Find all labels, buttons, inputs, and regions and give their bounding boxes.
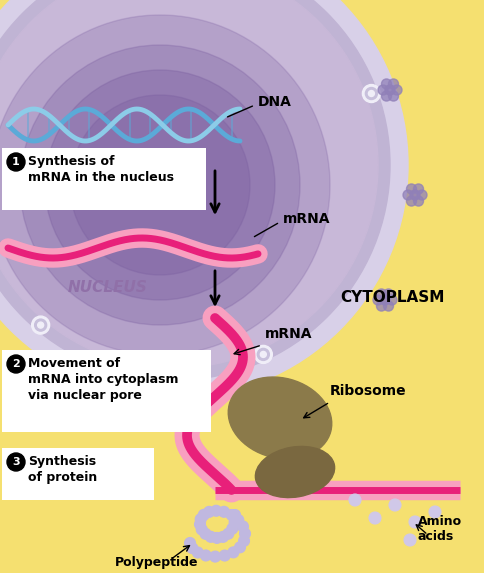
- Circle shape: [413, 196, 424, 206]
- Circle shape: [227, 523, 238, 534]
- Circle shape: [238, 521, 248, 532]
- Circle shape: [369, 512, 381, 524]
- Circle shape: [233, 515, 244, 525]
- Text: Ribosome: Ribosome: [330, 384, 407, 398]
- Text: 3: 3: [12, 457, 20, 467]
- Circle shape: [377, 289, 387, 299]
- Circle shape: [229, 517, 240, 528]
- Circle shape: [184, 537, 196, 548]
- Text: CYTOPLASM: CYTOPLASM: [340, 290, 444, 305]
- Circle shape: [260, 351, 266, 358]
- FancyBboxPatch shape: [2, 350, 211, 432]
- Ellipse shape: [256, 446, 334, 497]
- Text: 1: 1: [12, 157, 20, 167]
- Circle shape: [7, 153, 25, 171]
- Text: Synthesis
of protein: Synthesis of protein: [28, 455, 97, 484]
- Circle shape: [200, 528, 211, 539]
- Circle shape: [195, 514, 206, 525]
- Text: NUCLEUS: NUCLEUS: [68, 280, 148, 295]
- Circle shape: [226, 509, 237, 520]
- Circle shape: [228, 547, 239, 558]
- Circle shape: [219, 550, 230, 561]
- Circle shape: [45, 70, 275, 300]
- Circle shape: [365, 88, 378, 100]
- Circle shape: [389, 499, 401, 511]
- Circle shape: [31, 316, 50, 334]
- Circle shape: [407, 184, 417, 194]
- Circle shape: [409, 516, 421, 528]
- Circle shape: [196, 524, 207, 535]
- Circle shape: [392, 85, 402, 95]
- Circle shape: [133, 365, 145, 377]
- Circle shape: [429, 506, 441, 518]
- Circle shape: [0, 15, 330, 355]
- Circle shape: [212, 532, 223, 543]
- Text: DNA: DNA: [258, 95, 292, 109]
- Circle shape: [404, 534, 416, 546]
- Circle shape: [363, 85, 380, 103]
- Text: Synthesis of
mRNA in the nucleus: Synthesis of mRNA in the nucleus: [28, 155, 174, 184]
- Circle shape: [387, 295, 397, 305]
- Circle shape: [223, 528, 234, 539]
- Circle shape: [383, 301, 393, 311]
- Circle shape: [368, 91, 375, 96]
- Circle shape: [417, 190, 427, 200]
- Circle shape: [210, 551, 221, 562]
- FancyBboxPatch shape: [2, 148, 206, 210]
- Circle shape: [407, 196, 417, 206]
- Circle shape: [389, 79, 398, 89]
- Ellipse shape: [228, 377, 332, 459]
- Circle shape: [349, 494, 361, 506]
- Circle shape: [239, 535, 250, 547]
- Circle shape: [38, 322, 44, 328]
- Circle shape: [20, 45, 300, 325]
- Circle shape: [257, 348, 269, 360]
- Circle shape: [378, 85, 388, 95]
- Circle shape: [240, 528, 251, 539]
- Circle shape: [35, 319, 46, 331]
- Circle shape: [217, 531, 228, 543]
- Text: Amino
acids: Amino acids: [418, 515, 462, 543]
- Circle shape: [403, 190, 413, 200]
- Text: mRNA: mRNA: [283, 212, 331, 226]
- Circle shape: [385, 85, 395, 95]
- Circle shape: [389, 91, 398, 101]
- Text: mRNA: mRNA: [265, 327, 313, 341]
- Circle shape: [410, 190, 420, 200]
- Circle shape: [130, 362, 148, 380]
- Circle shape: [136, 368, 142, 374]
- Circle shape: [413, 184, 424, 194]
- Circle shape: [381, 91, 392, 101]
- Circle shape: [254, 346, 272, 363]
- Circle shape: [7, 355, 25, 373]
- Circle shape: [381, 79, 392, 89]
- Circle shape: [0, 0, 378, 368]
- Circle shape: [235, 542, 245, 553]
- FancyBboxPatch shape: [2, 448, 154, 500]
- Text: Polypeptide: Polypeptide: [115, 556, 198, 569]
- Circle shape: [200, 550, 212, 561]
- Circle shape: [192, 547, 203, 558]
- Circle shape: [380, 295, 390, 305]
- Circle shape: [211, 505, 222, 516]
- Text: Movement of
mRNA into cytoplasm
via nuclear pore: Movement of mRNA into cytoplasm via nucl…: [28, 357, 179, 402]
- Circle shape: [0, 0, 408, 398]
- Circle shape: [195, 519, 206, 530]
- Circle shape: [204, 507, 215, 517]
- Circle shape: [229, 509, 241, 520]
- Circle shape: [205, 531, 216, 542]
- Circle shape: [373, 295, 383, 305]
- Circle shape: [70, 95, 250, 275]
- Circle shape: [377, 301, 387, 311]
- Circle shape: [218, 507, 229, 517]
- Circle shape: [198, 509, 209, 520]
- Circle shape: [7, 453, 25, 471]
- Text: 2: 2: [12, 359, 20, 369]
- Circle shape: [0, 0, 390, 380]
- Circle shape: [187, 543, 198, 554]
- Circle shape: [383, 289, 393, 299]
